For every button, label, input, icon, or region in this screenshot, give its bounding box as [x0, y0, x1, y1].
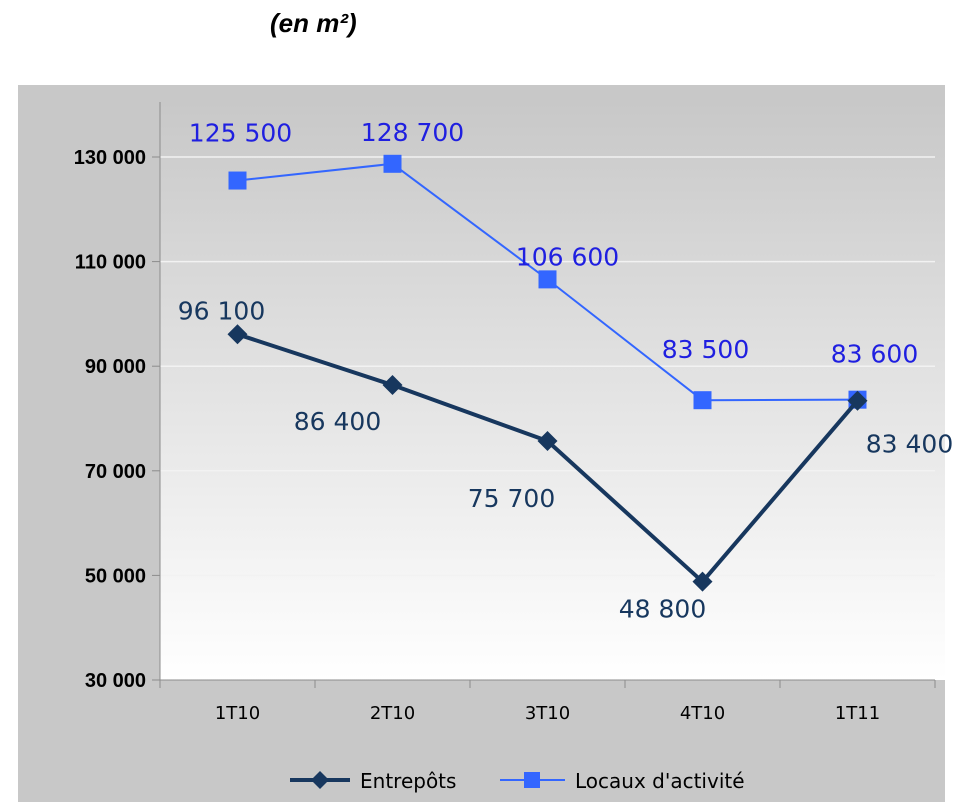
gridlines: [160, 156, 935, 577]
x-tick-label: 1T11: [835, 703, 880, 724]
chart-title: (en m²): [270, 8, 357, 38]
y-tick-label: 90 000: [85, 356, 146, 378]
legend-label-entrepots: Entrepôts: [360, 769, 456, 793]
data-label: 48 800: [619, 595, 706, 624]
y-tick-label: 70 000: [85, 461, 146, 483]
data-label: 86 400: [294, 407, 381, 436]
data-label: 83 500: [662, 335, 749, 364]
point-marker-locaux: [228, 171, 247, 190]
point-marker-entrepots: [227, 324, 248, 345]
data-label: 125 500: [189, 119, 292, 148]
y-tick-label: 110 000: [75, 252, 146, 274]
legend-marker-entrepots: [311, 771, 329, 789]
x-tick-label: 3T10: [525, 703, 570, 724]
data-label: 75 700: [468, 484, 555, 513]
x-tick-label: 1T10: [215, 703, 260, 724]
x-tick-label: 4T10: [680, 703, 725, 724]
point-marker-entrepots: [382, 375, 403, 396]
point-marker-entrepots: [847, 390, 868, 411]
legend-marker-locaux: [524, 772, 540, 788]
series-layer: [227, 154, 868, 592]
x-tick-label: 2T10: [370, 703, 415, 724]
data-label: 83 400: [866, 430, 953, 459]
y-tick-label: 130 000: [74, 147, 146, 169]
point-marker-locaux: [383, 154, 402, 173]
data-label: 128 700: [361, 118, 464, 147]
y-tick-label: 30 000: [85, 670, 146, 692]
legend-label-locaux: Locaux d'activité: [575, 769, 745, 793]
point-marker-locaux: [538, 270, 557, 289]
y-tick-label: 50 000: [85, 565, 146, 587]
point-marker-entrepots: [692, 571, 713, 592]
data-label: 83 600: [831, 340, 918, 369]
point-marker-entrepots: [537, 430, 558, 451]
point-marker-locaux: [693, 391, 712, 410]
data-label: 96 100: [178, 296, 265, 325]
data-labels: 96 100 86 400 75 700 48 800 83 400 125 500 128…: [178, 118, 953, 624]
axes: 30 000 50 000 70 000 90 000 110 000 130 000 1T…: [74, 102, 936, 724]
plot-area-background: [160, 100, 945, 680]
legend: Entrepôts Locaux d'activité: [290, 769, 745, 793]
data-label: 106 600: [516, 242, 619, 271]
